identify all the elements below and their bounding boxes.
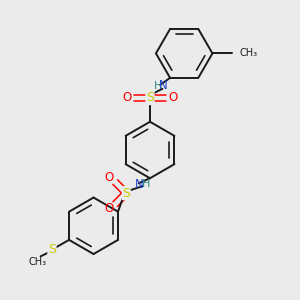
Text: N: N bbox=[135, 178, 144, 191]
Text: CH₃: CH₃ bbox=[240, 48, 258, 59]
Text: O: O bbox=[105, 202, 114, 215]
Text: O: O bbox=[105, 171, 114, 184]
Text: S: S bbox=[146, 92, 154, 104]
Text: O: O bbox=[168, 92, 178, 104]
Text: S: S bbox=[48, 243, 56, 256]
Text: H: H bbox=[142, 179, 150, 190]
Text: CH₃: CH₃ bbox=[28, 257, 47, 267]
Text: S: S bbox=[122, 187, 130, 200]
Text: N: N bbox=[159, 79, 168, 92]
Text: H: H bbox=[154, 81, 162, 91]
Text: O: O bbox=[122, 92, 132, 104]
